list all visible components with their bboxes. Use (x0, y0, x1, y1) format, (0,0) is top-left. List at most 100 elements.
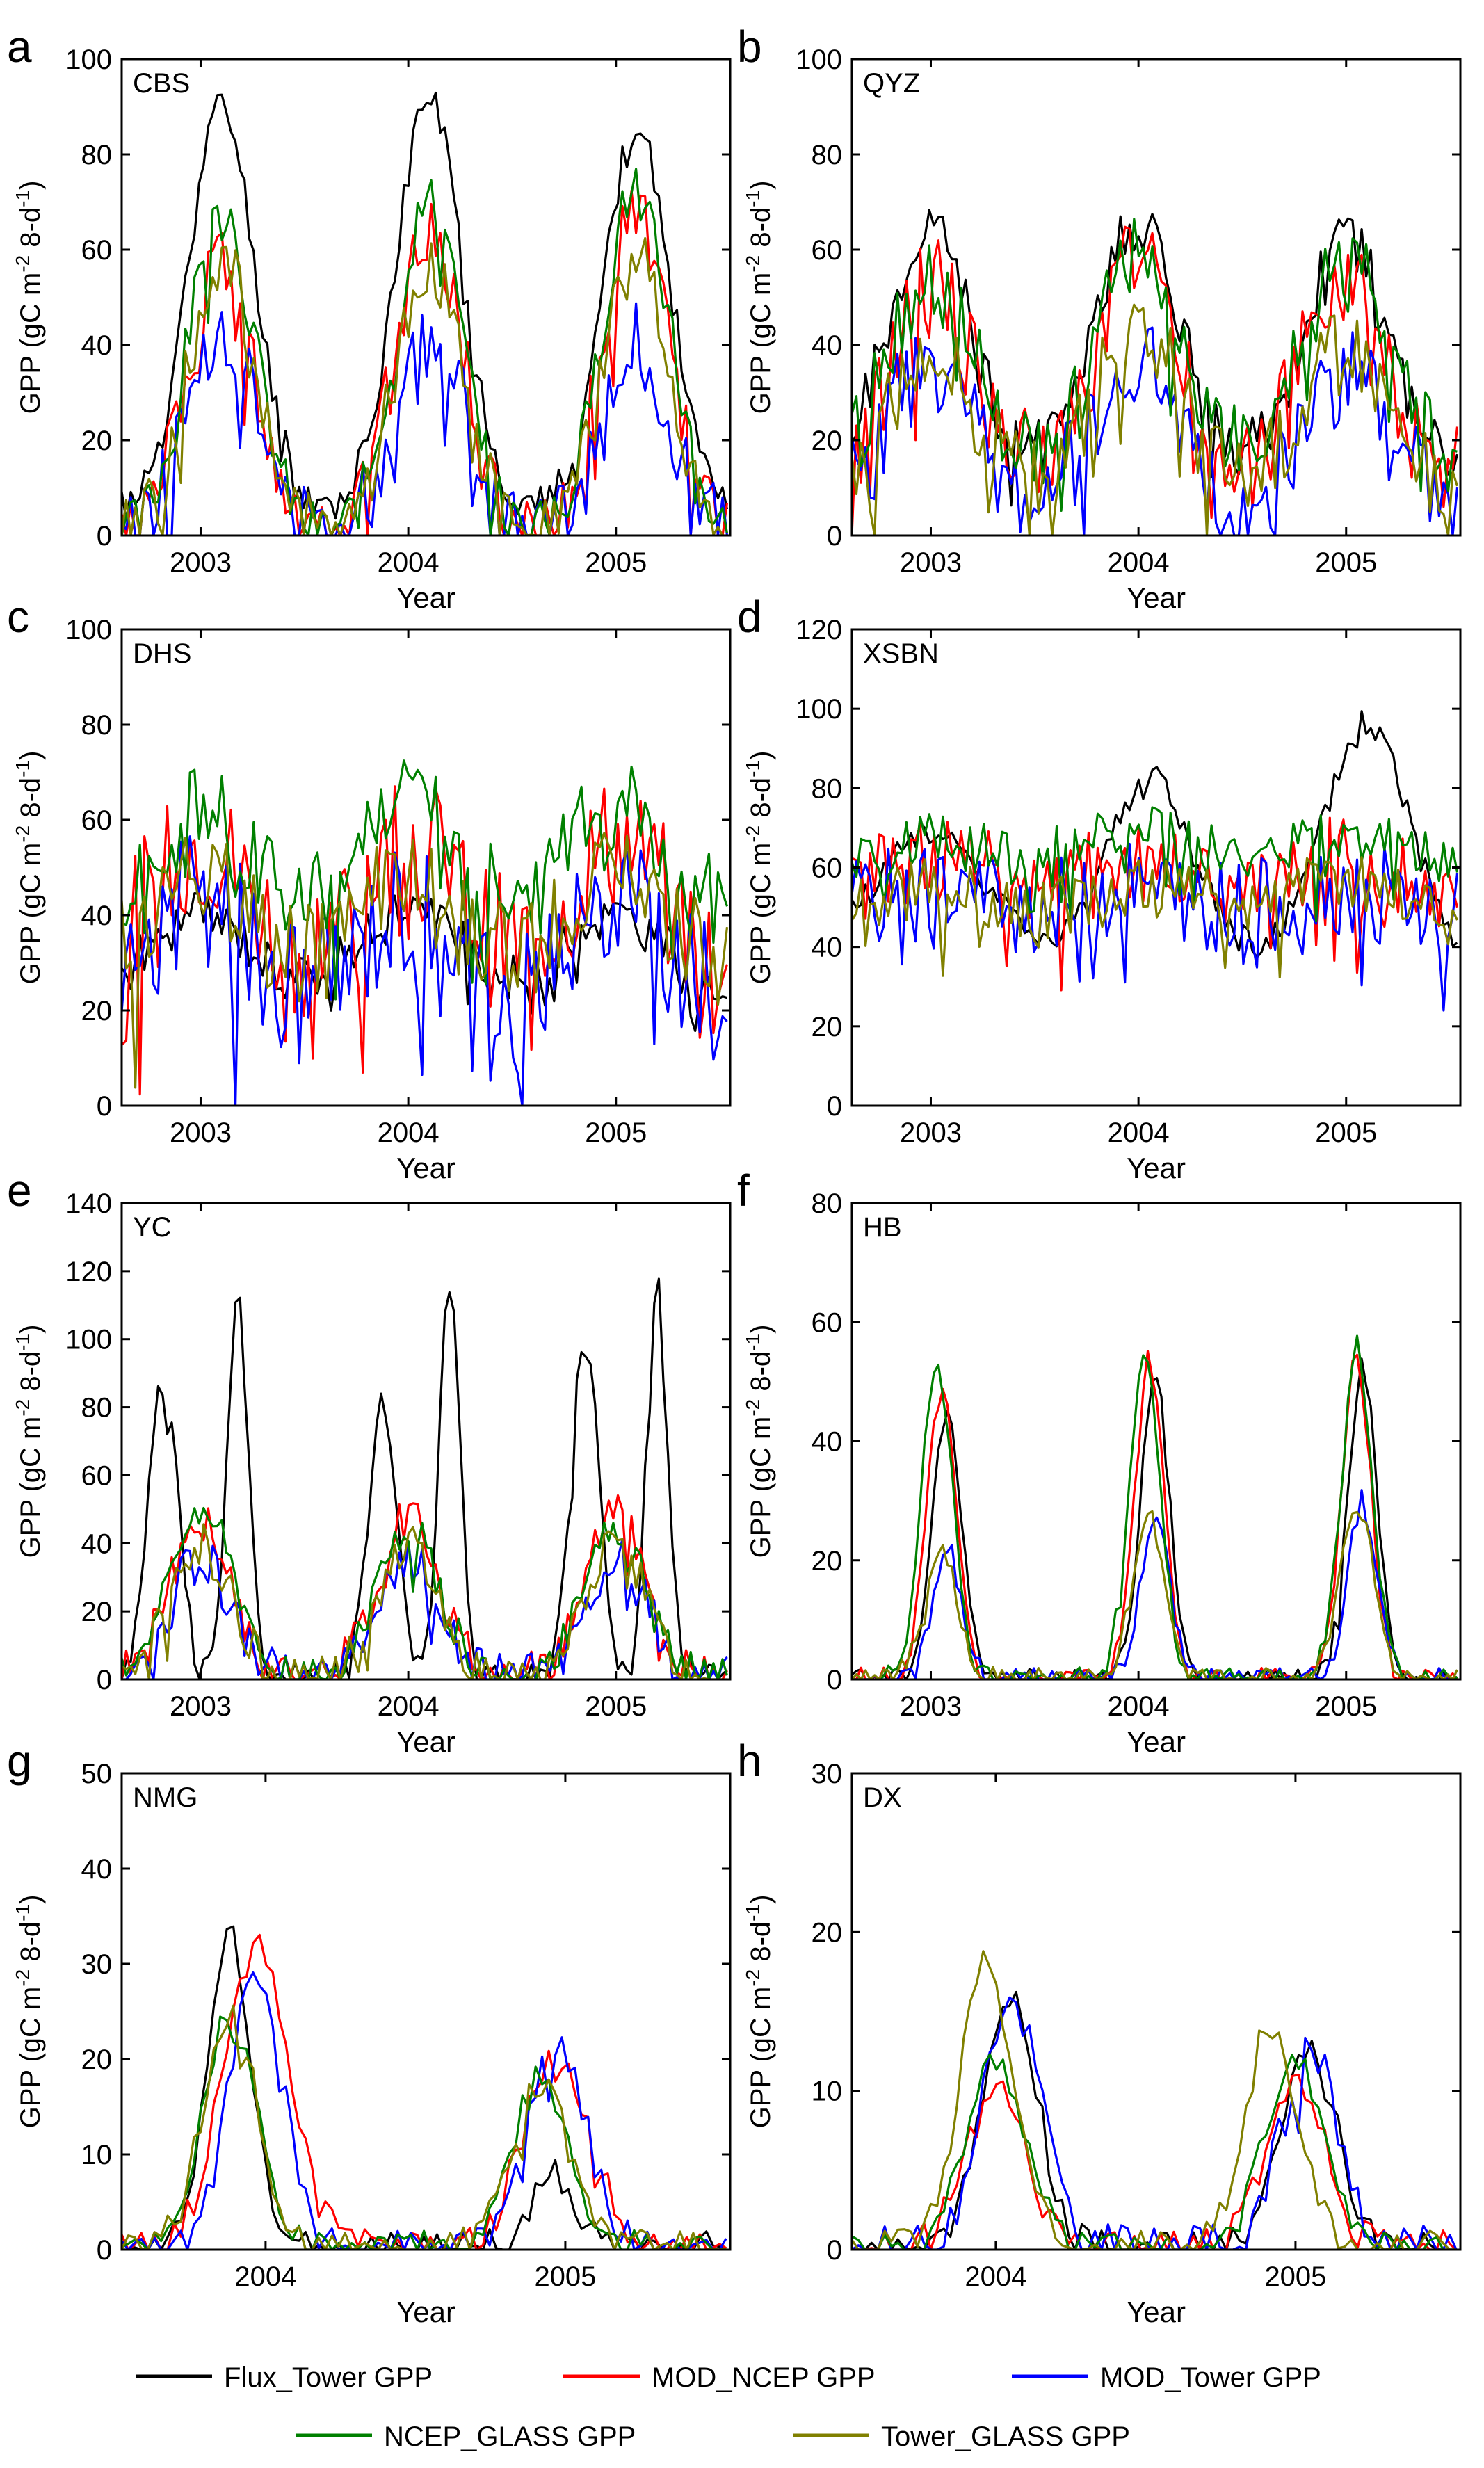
y-tick-label: 80 (81, 1393, 113, 1423)
y-axis-label: GPP (gC m-2 8-d-1) (742, 1325, 777, 1558)
panel-letter: b (737, 22, 762, 72)
y-tick-label: 10 (812, 2076, 843, 2107)
plot-frame (850, 58, 1462, 537)
series-line-tower-glass-gpp (852, 1950, 1457, 2250)
y-tick-label: 140 (65, 1188, 112, 1219)
series-line-ncep-glass-gpp (852, 806, 1459, 923)
x-tick-label: 2005 (1264, 2261, 1326, 2292)
series-group (122, 1925, 727, 2250)
legend-item-mod-tower: MOD_Tower GPP (1012, 2362, 1321, 2393)
series-line-ncep-glass-gpp (852, 218, 1458, 512)
panel-e: 0 20 40 60 80 100 120 140 2003 2004 2005 Year GPP (g… (7, 1166, 732, 1758)
x-tick-label: 2005 (585, 547, 647, 578)
y-tick-label: 60 (812, 853, 843, 884)
series-line-flux-tower-gpp (852, 1357, 1458, 1679)
plot-frame (120, 1202, 732, 1681)
y-tick-label: 20 (812, 1012, 843, 1042)
y-tick-label: 0 (827, 1091, 842, 1122)
legend-item-mod-ncep: MOD_NCEP GPP (563, 2362, 876, 2393)
plot-frame (120, 58, 732, 537)
y-tick-label: 0 (97, 521, 112, 551)
series-line-flux-tower-gpp (122, 91, 729, 522)
legend: Flux_Tower GPP MOD_NCEP GPP MOD_Tower GP… (136, 2362, 1321, 2452)
y-tick-label: 100 (796, 694, 842, 725)
series-line-mod-tower-gpp (852, 1996, 1458, 2250)
y-tick-label: 100 (796, 45, 842, 75)
y-tick-label: 120 (796, 615, 842, 645)
y-tick-label: 40 (812, 330, 843, 361)
y-tick-label: 0 (827, 1665, 842, 1695)
panel-letter: h (737, 1736, 762, 1786)
panel-letter: c (7, 592, 29, 642)
legend-label-mod-ncep: MOD_NCEP GPP (652, 2362, 876, 2393)
y-tick-label: 60 (81, 235, 113, 266)
series-line-mod-ncep-gpp (852, 1350, 1458, 1679)
y-tick-label: 40 (81, 1854, 113, 1885)
site-label: XSBN (863, 638, 939, 669)
series-line-flux-tower-gpp (852, 1990, 1457, 2250)
series-line-mod-ncep-gpp (122, 189, 729, 535)
series-line-mod-tower-gpp (122, 1538, 728, 1679)
x-tick-label: 2004 (1108, 1118, 1170, 1148)
legend-item-ncep-glass: NCEP_GLASS GPP (296, 2421, 636, 2452)
series-line-mod-ncep-gpp (852, 225, 1459, 535)
x-tick-label: 2005 (534, 2261, 596, 2292)
legend-label-tower-glass: Tower_GLASS GPP (881, 2421, 1130, 2452)
x-axis-label: Year (396, 1725, 455, 1758)
y-tick-label: 80 (812, 773, 843, 804)
y-tick-label: 80 (812, 140, 843, 170)
series-line-mod-tower-gpp (852, 1489, 1458, 1679)
y-tick-label: 80 (81, 140, 113, 170)
y-tick-label: 20 (81, 1597, 113, 1627)
panel-f: 0 20 40 60 80 2003 2004 2005 Year GPP (gC m-2 8-d… (737, 1166, 1462, 1758)
x-tick-label: 2005 (585, 1118, 647, 1148)
panel-letter: e (7, 1166, 32, 1216)
y-tick-label: 40 (81, 1529, 113, 1559)
panel-b: 0 20 40 60 80 100 2003 2004 2005 Year GPP (gC m-2 … (737, 22, 1462, 614)
legend-label-ncep-glass: NCEP_GLASS GPP (384, 2421, 636, 2452)
series-line-ncep-glass-gpp (852, 1334, 1458, 1679)
y-tick-label: 20 (81, 996, 113, 1026)
y-tick-label: 0 (97, 1091, 112, 1122)
series-line-flux-tower-gpp (852, 209, 1459, 507)
x-tick-label: 2004 (1108, 547, 1170, 578)
series-line-ncep-glass-gpp (122, 168, 729, 535)
plot-frame (120, 628, 732, 1107)
y-tick-label: 40 (812, 1427, 843, 1458)
x-tick-label: 2004 (378, 1118, 439, 1148)
x-tick-label: 2004 (1108, 1691, 1170, 1722)
series-group (852, 1334, 1458, 1679)
site-label: NMG (133, 1782, 197, 1813)
y-tick-label: 40 (81, 330, 113, 361)
y-tick-label: 60 (812, 1307, 843, 1338)
x-axis-label: Year (1127, 2296, 1186, 2328)
legend-label-mod-tower: MOD_Tower GPP (1100, 2362, 1321, 2393)
y-axis-label: GPP (gC m-2 8-d-1) (742, 1895, 777, 2129)
x-tick-label: 2003 (900, 1691, 962, 1722)
y-tick-label: 60 (812, 235, 843, 266)
y-axis-label: GPP (gC m-2 8-d-1) (12, 181, 47, 414)
series-line-mod-ncep-gpp (852, 2073, 1458, 2250)
y-tick-label: 20 (812, 1546, 843, 1576)
series-line-tower-glass-gpp (122, 1523, 727, 1679)
y-axis-label: GPP (gC m-2 8-d-1) (12, 751, 47, 985)
series-line-tower-glass-gpp (122, 2004, 727, 2250)
series-line-mod-tower-gpp (122, 835, 728, 1106)
site-label: DHS (133, 638, 191, 669)
panel-letter: g (7, 1736, 32, 1786)
y-axis-label: GPP (gC m-2 8-d-1) (742, 751, 777, 985)
plot-frame (120, 1772, 732, 2251)
y-tick-label: 20 (81, 426, 113, 456)
x-tick-label: 2004 (965, 2261, 1026, 2292)
panel-a: 0 20 40 60 80 100 2003 2004 2005 Year GPP (gC m-2 … (7, 22, 732, 614)
y-tick-label: 10 (81, 2140, 113, 2170)
series-line-ncep-glass-gpp (122, 1506, 729, 1679)
y-tick-label: 100 (65, 1325, 112, 1355)
series-group (122, 1277, 729, 1679)
series-group (852, 710, 1459, 1012)
series-line-mod-tower-gpp (122, 302, 729, 535)
series-group (852, 209, 1459, 535)
legend-item-flux-tower: Flux_Tower GPP (136, 2362, 433, 2393)
series-line-mod-ncep-gpp (122, 1933, 727, 2250)
